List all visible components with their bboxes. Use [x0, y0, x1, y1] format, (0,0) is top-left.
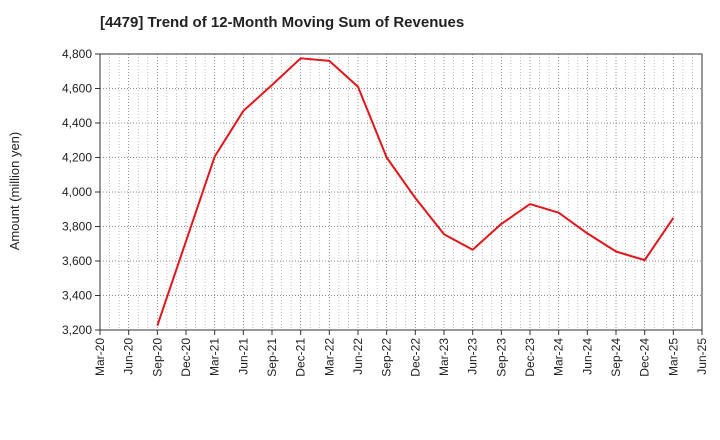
x-tick-label: Jun-24 [580, 338, 594, 375]
series-lines [156, 57, 675, 327]
y-tick-label: 4,200 [62, 151, 92, 165]
plot-frame [99, 53, 703, 331]
y-tick-labels: 3,200 3,400 3,600 3,800 4,000 4,200 4,400 4,600… [62, 47, 92, 337]
axes [95, 53, 703, 335]
y-tick-label: 3,800 [62, 220, 92, 234]
x-tick-label: Jun-25 [695, 338, 709, 375]
series-line [156, 57, 675, 327]
x-tick-label: Mar-21 [208, 338, 222, 376]
x-tick-label: Mar-22 [322, 338, 336, 376]
x-tick-label: Mar-25 [666, 338, 680, 376]
x-tick-label: Jun-22 [351, 338, 365, 375]
x-tick-label: Dec-21 [294, 338, 308, 377]
grid-lines [100, 54, 702, 330]
x-tick-label: Sep-24 [609, 338, 623, 377]
x-tick-label: Jun-20 [122, 338, 136, 375]
x-tick-label: Jun-21 [236, 338, 250, 375]
x-tick-labels: Mar-20 Jun-20 Sep-20 Dec-20 Mar-21 Jun-21 Sep-… [93, 338, 709, 377]
y-tick-label: 4,400 [62, 116, 92, 130]
x-tick-label: Sep-22 [380, 338, 394, 377]
x-tick-label: Sep-20 [150, 338, 164, 377]
x-tick-label: Mar-23 [437, 338, 451, 376]
x-tick-label: Dec-22 [408, 338, 422, 377]
y-tick-label: 3,200 [62, 323, 92, 337]
y-tick-label: 4,000 [62, 185, 92, 199]
x-tick-label: Mar-24 [552, 338, 566, 376]
y-tick-label: 4,600 [62, 82, 92, 96]
y-tick-label: 4,800 [62, 47, 92, 61]
chart-title: [4479] Trend of 12-Month Moving Sum of R… [100, 14, 465, 31]
x-tick-label: Dec-23 [523, 338, 537, 377]
x-tick-label: Mar-20 [93, 338, 107, 376]
x-tick-label: Jun-23 [466, 338, 480, 375]
x-tick-label: Sep-21 [265, 338, 279, 377]
y-axis-title: Amount (million yen) [7, 132, 22, 251]
x-tick-label: Sep-23 [494, 338, 508, 377]
y-tick-label: 3,600 [62, 254, 92, 268]
y-tick-label: 3,400 [62, 289, 92, 303]
x-tick-label: Dec-24 [638, 338, 652, 377]
x-tick-label: Dec-20 [179, 338, 193, 377]
